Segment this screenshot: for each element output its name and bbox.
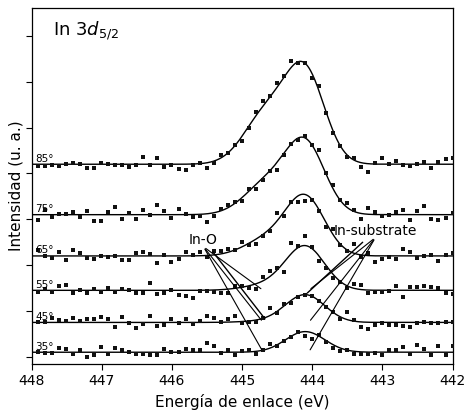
Y-axis label: Intensidad (u. a.): Intensidad (u. a.)	[9, 121, 23, 251]
Text: In-O: In-O	[189, 233, 265, 319]
Text: 35°: 35°	[35, 342, 54, 352]
Text: In 3$d_{5/2}$: In 3$d_{5/2}$	[53, 19, 118, 42]
Text: 65°: 65°	[35, 245, 54, 255]
Text: 75°: 75°	[35, 204, 54, 214]
Text: 85°: 85°	[35, 154, 54, 164]
X-axis label: Energía de enlace (eV): Energía de enlace (eV)	[155, 394, 329, 410]
Text: 45°: 45°	[35, 312, 54, 322]
Text: 55°: 55°	[35, 280, 54, 290]
Text: In-substrate: In-substrate	[307, 224, 417, 293]
